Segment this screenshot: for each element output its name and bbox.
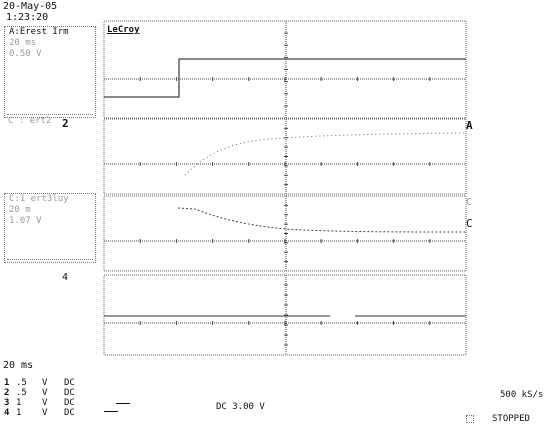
channel-2-number: 2 xyxy=(62,117,69,130)
channel-settings-row-3: 3 1 V DC xyxy=(4,398,75,408)
grid-panel-2 xyxy=(103,118,467,195)
channel-settings-row-2: 2.5 V DC xyxy=(4,388,75,398)
trigger-level-low xyxy=(104,411,118,412)
trigger-level-high xyxy=(116,403,130,404)
trace-channel-a xyxy=(104,58,466,98)
status-box-icon xyxy=(466,414,474,423)
brand-logo: LeCroy xyxy=(107,25,140,35)
channel-3-volts: 1.07 V xyxy=(9,216,42,226)
channel-3-title: C:1 ert3luy xyxy=(9,194,69,204)
channel-2-title: C : ert2 xyxy=(8,116,52,126)
channel-settings-row-1: 1.5 V DC xyxy=(4,378,75,388)
grid-panel-3 xyxy=(103,195,467,272)
date-label: 20-May-05 xyxy=(3,1,58,12)
channel-4-label: 4 xyxy=(62,272,69,283)
time-label: 1:23:20 xyxy=(6,12,49,23)
trace-channel-3 xyxy=(177,207,467,233)
trigger-readout: DC 3.00 V xyxy=(216,402,265,412)
channel-settings-row-4: 4 1 V DC xyxy=(4,408,75,418)
channel-3-timebase: 20 m xyxy=(9,205,31,215)
channel-a-title: A:Erest Irm xyxy=(9,27,69,37)
channel-a-info[interactable]: A:Erest Irm 20 ms 0.50 V xyxy=(4,26,96,118)
status-indicator: STOPPED xyxy=(466,414,530,425)
channel-a-volts: 0.50 V xyxy=(9,49,42,59)
timebase-label: 20 ms xyxy=(3,360,34,371)
ref-marker-a: A xyxy=(466,119,473,132)
grid-panel-4 xyxy=(103,274,467,356)
channel-3-info[interactable]: C:1 ert3luy 20 m 1.07 V xyxy=(4,193,96,263)
channel-a-timebase: 20 ms xyxy=(9,38,37,48)
channel-2-info[interactable]: C : ert2 xyxy=(4,116,96,186)
grid-panel-1 xyxy=(103,20,467,119)
sample-rate: 500 kS/s xyxy=(500,390,544,400)
ref-marker-c2: C xyxy=(466,217,473,230)
status-text: STOPPED xyxy=(492,414,530,424)
trace-channel-2 xyxy=(184,132,467,176)
ref-marker-c1: C xyxy=(466,197,473,208)
